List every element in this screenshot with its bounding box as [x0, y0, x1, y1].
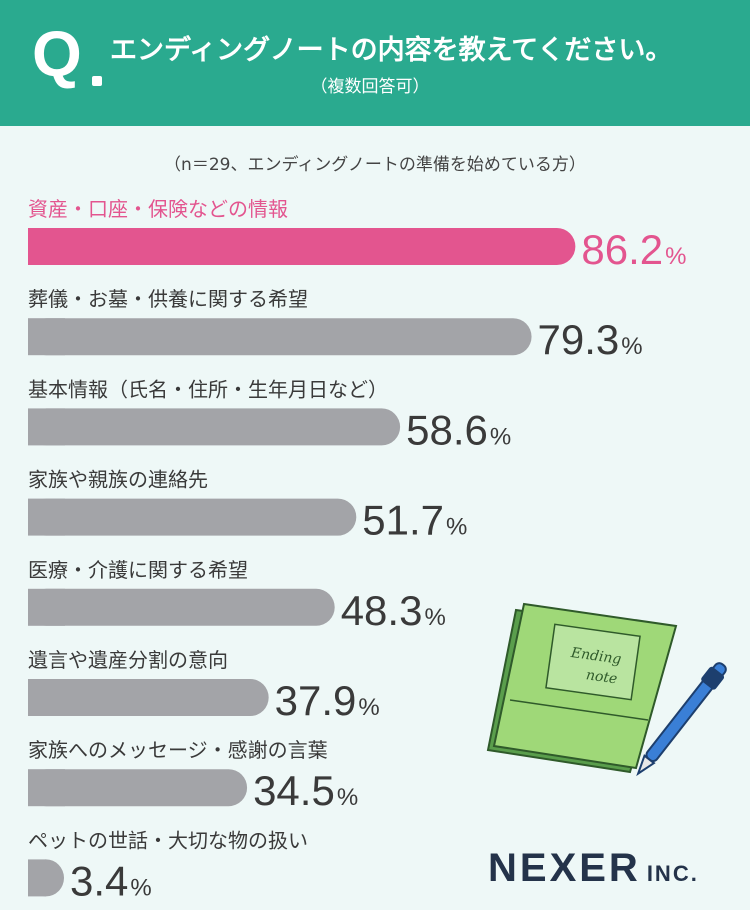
category-label: 資産・口座・保険などの情報	[28, 197, 288, 221]
value-unit: %	[446, 514, 467, 541]
notebook-and-pen-icon: Ending note	[486, 602, 727, 777]
value-unit: %	[621, 333, 642, 360]
value-unit: %	[490, 423, 511, 450]
value-label: 86.2%	[581, 226, 686, 273]
bar	[28, 498, 357, 536]
notebook-label-line1: Ending	[569, 645, 622, 668]
value-label: 58.6%	[406, 406, 511, 453]
logo-suffix: INC.	[646, 861, 699, 886]
bar-left-cap	[28, 769, 65, 807]
bar-left-cap	[28, 228, 65, 265]
category-label: 家族や親族の連絡先	[28, 468, 208, 492]
question-subtitle: （複数回答可）	[310, 77, 430, 97]
value-unit: %	[358, 694, 379, 721]
category-label: 基本情報（氏名・住所・生年月日など）	[28, 377, 388, 401]
q-dot	[92, 76, 102, 86]
value-label: 34.5%	[253, 767, 358, 814]
value-label: 51.7%	[362, 497, 467, 544]
sample-note: （n＝29、エンディングノートの準備を始めている方）	[164, 155, 586, 175]
logo-main: NEXER	[488, 846, 641, 890]
value-unit: %	[424, 604, 445, 631]
value-label: 3.4%	[70, 857, 152, 904]
header-banner: Q エンディングノートの内容を教えてください。 （複数回答可）	[0, 0, 750, 126]
category-label: ペットの世話・大切な物の扱い	[28, 828, 308, 852]
bar	[28, 228, 576, 265]
value-unit: %	[130, 874, 151, 901]
notebook-label-line2: note	[585, 667, 618, 687]
value-label: 79.3%	[538, 316, 643, 363]
value-unit: %	[665, 243, 686, 270]
bar-left-cap	[28, 408, 65, 446]
pen-icon	[636, 662, 727, 777]
category-label: 医療・介護に関する希望	[28, 558, 248, 582]
bar	[28, 769, 248, 807]
bar-left-cap	[28, 679, 65, 716]
bar	[28, 679, 269, 716]
value-label: 48.3%	[341, 587, 446, 634]
bar	[28, 408, 401, 446]
bar-left-cap	[28, 859, 46, 897]
nexer-logo: NEXER INC.	[488, 846, 699, 891]
value-label: 37.9%	[275, 677, 380, 724]
category-label: 遺言や遺産分割の意向	[28, 648, 228, 672]
bar-left-cap	[28, 318, 65, 356]
value-unit: %	[337, 784, 358, 811]
bar-left-cap	[28, 588, 65, 626]
q-mark: Q	[32, 18, 82, 90]
bar	[28, 588, 335, 626]
category-label: 家族へのメッセージ・感謝の言葉	[28, 738, 328, 762]
question-title: エンディングノートの内容を教えてください。	[110, 35, 673, 66]
bar-left-cap	[28, 498, 65, 536]
category-label: 葬儀・お墓・供養に関する希望	[28, 287, 308, 311]
bar	[28, 318, 532, 356]
